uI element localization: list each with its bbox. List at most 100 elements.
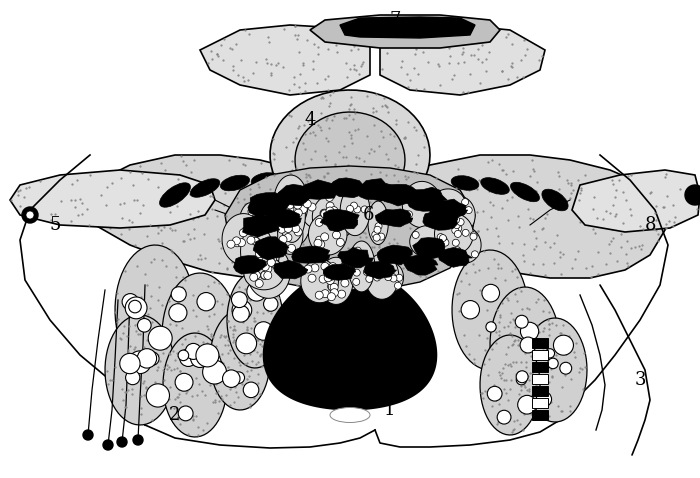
Circle shape bbox=[294, 209, 302, 217]
Circle shape bbox=[440, 235, 447, 241]
Circle shape bbox=[497, 410, 511, 424]
Polygon shape bbox=[200, 25, 370, 95]
Polygon shape bbox=[253, 237, 289, 260]
Polygon shape bbox=[301, 259, 339, 303]
Circle shape bbox=[418, 245, 425, 251]
Polygon shape bbox=[227, 272, 283, 368]
Circle shape bbox=[516, 371, 528, 383]
Text: 1: 1 bbox=[384, 401, 395, 419]
Circle shape bbox=[321, 209, 328, 217]
Circle shape bbox=[454, 247, 461, 254]
Circle shape bbox=[232, 237, 240, 245]
Polygon shape bbox=[210, 310, 270, 410]
Polygon shape bbox=[330, 178, 365, 198]
Circle shape bbox=[264, 265, 272, 273]
Circle shape bbox=[410, 198, 417, 206]
Polygon shape bbox=[300, 180, 341, 199]
Circle shape bbox=[330, 289, 338, 297]
Circle shape bbox=[329, 271, 337, 278]
Polygon shape bbox=[449, 227, 481, 263]
Circle shape bbox=[267, 258, 275, 266]
Circle shape bbox=[271, 238, 279, 246]
Polygon shape bbox=[251, 229, 279, 277]
Circle shape bbox=[320, 209, 328, 217]
Circle shape bbox=[128, 351, 151, 374]
Circle shape bbox=[274, 264, 282, 272]
Circle shape bbox=[454, 204, 461, 211]
Circle shape bbox=[470, 233, 477, 240]
Polygon shape bbox=[365, 254, 399, 299]
Circle shape bbox=[470, 232, 477, 239]
Circle shape bbox=[284, 234, 292, 241]
Ellipse shape bbox=[481, 178, 510, 195]
Circle shape bbox=[204, 353, 221, 370]
Circle shape bbox=[314, 239, 322, 247]
Circle shape bbox=[254, 322, 273, 340]
Polygon shape bbox=[225, 166, 475, 290]
Polygon shape bbox=[480, 335, 540, 435]
Circle shape bbox=[261, 271, 269, 279]
Polygon shape bbox=[423, 208, 458, 230]
Circle shape bbox=[247, 236, 255, 244]
Circle shape bbox=[280, 220, 288, 228]
Circle shape bbox=[210, 359, 223, 373]
Ellipse shape bbox=[330, 408, 370, 423]
Polygon shape bbox=[295, 112, 405, 208]
Polygon shape bbox=[238, 203, 263, 256]
Polygon shape bbox=[316, 260, 351, 301]
Circle shape bbox=[326, 207, 334, 215]
Polygon shape bbox=[247, 245, 290, 298]
Circle shape bbox=[326, 277, 335, 284]
Circle shape bbox=[286, 201, 294, 209]
Circle shape bbox=[254, 226, 262, 234]
Polygon shape bbox=[572, 170, 700, 232]
Circle shape bbox=[284, 193, 293, 201]
Circle shape bbox=[169, 304, 187, 322]
Polygon shape bbox=[10, 170, 215, 228]
Polygon shape bbox=[435, 214, 473, 254]
Circle shape bbox=[232, 292, 247, 307]
Polygon shape bbox=[532, 338, 548, 348]
Polygon shape bbox=[310, 15, 500, 48]
Circle shape bbox=[315, 291, 323, 299]
Polygon shape bbox=[356, 179, 395, 201]
Polygon shape bbox=[385, 155, 665, 278]
Circle shape bbox=[120, 353, 140, 374]
Polygon shape bbox=[413, 238, 447, 260]
Polygon shape bbox=[438, 248, 472, 267]
Circle shape bbox=[256, 250, 263, 258]
Circle shape bbox=[455, 225, 462, 232]
Circle shape bbox=[454, 230, 461, 238]
Circle shape bbox=[554, 335, 573, 355]
Circle shape bbox=[288, 217, 295, 225]
Ellipse shape bbox=[190, 179, 220, 197]
Circle shape bbox=[256, 280, 263, 287]
Circle shape bbox=[337, 290, 346, 298]
Polygon shape bbox=[403, 255, 438, 275]
Polygon shape bbox=[105, 315, 175, 425]
Circle shape bbox=[438, 234, 444, 240]
Circle shape bbox=[83, 430, 93, 440]
Circle shape bbox=[125, 297, 147, 319]
Circle shape bbox=[279, 236, 287, 243]
Circle shape bbox=[328, 282, 335, 291]
Circle shape bbox=[324, 274, 332, 282]
Polygon shape bbox=[407, 187, 447, 211]
Text: 5: 5 bbox=[49, 216, 61, 234]
Polygon shape bbox=[274, 175, 308, 231]
Circle shape bbox=[332, 231, 340, 239]
Polygon shape bbox=[318, 261, 346, 301]
Circle shape bbox=[462, 229, 469, 236]
Polygon shape bbox=[312, 194, 356, 240]
Circle shape bbox=[148, 326, 172, 350]
Polygon shape bbox=[277, 185, 314, 206]
Circle shape bbox=[395, 282, 402, 289]
Circle shape bbox=[146, 352, 159, 365]
Circle shape bbox=[366, 275, 373, 282]
Ellipse shape bbox=[220, 175, 250, 191]
Circle shape bbox=[237, 239, 246, 247]
Circle shape bbox=[137, 348, 157, 368]
Polygon shape bbox=[222, 214, 265, 265]
Circle shape bbox=[487, 386, 502, 401]
Circle shape bbox=[233, 372, 244, 383]
